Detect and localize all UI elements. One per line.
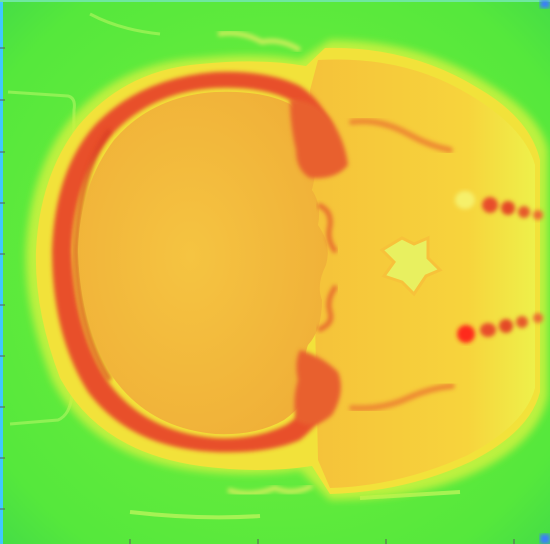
lower-teeth-row [457,313,543,343]
zygomatic-upper [349,118,453,153]
cable-line-top [89,12,161,36]
zygomatic-lower [349,383,455,412]
corner-br [540,534,550,544]
corner-tr [540,0,550,8]
frame-edge-left [0,0,3,544]
skull-bone-inner-shadow [73,128,113,382]
temporal-bone-lower [294,350,341,425]
temporal-bone-upper [290,99,348,179]
ear-bottom [227,483,314,496]
sphenoid-lower [317,284,339,333]
upper-teeth-row [455,191,543,220]
sphenoid-upper [317,202,338,254]
nasal-cavity [379,235,443,297]
ear-top [217,30,302,53]
left-axis-ticks [0,47,5,510]
brain [78,91,328,435]
frame-edge-top [0,0,550,2]
bottom-axis-ticks [129,539,515,544]
